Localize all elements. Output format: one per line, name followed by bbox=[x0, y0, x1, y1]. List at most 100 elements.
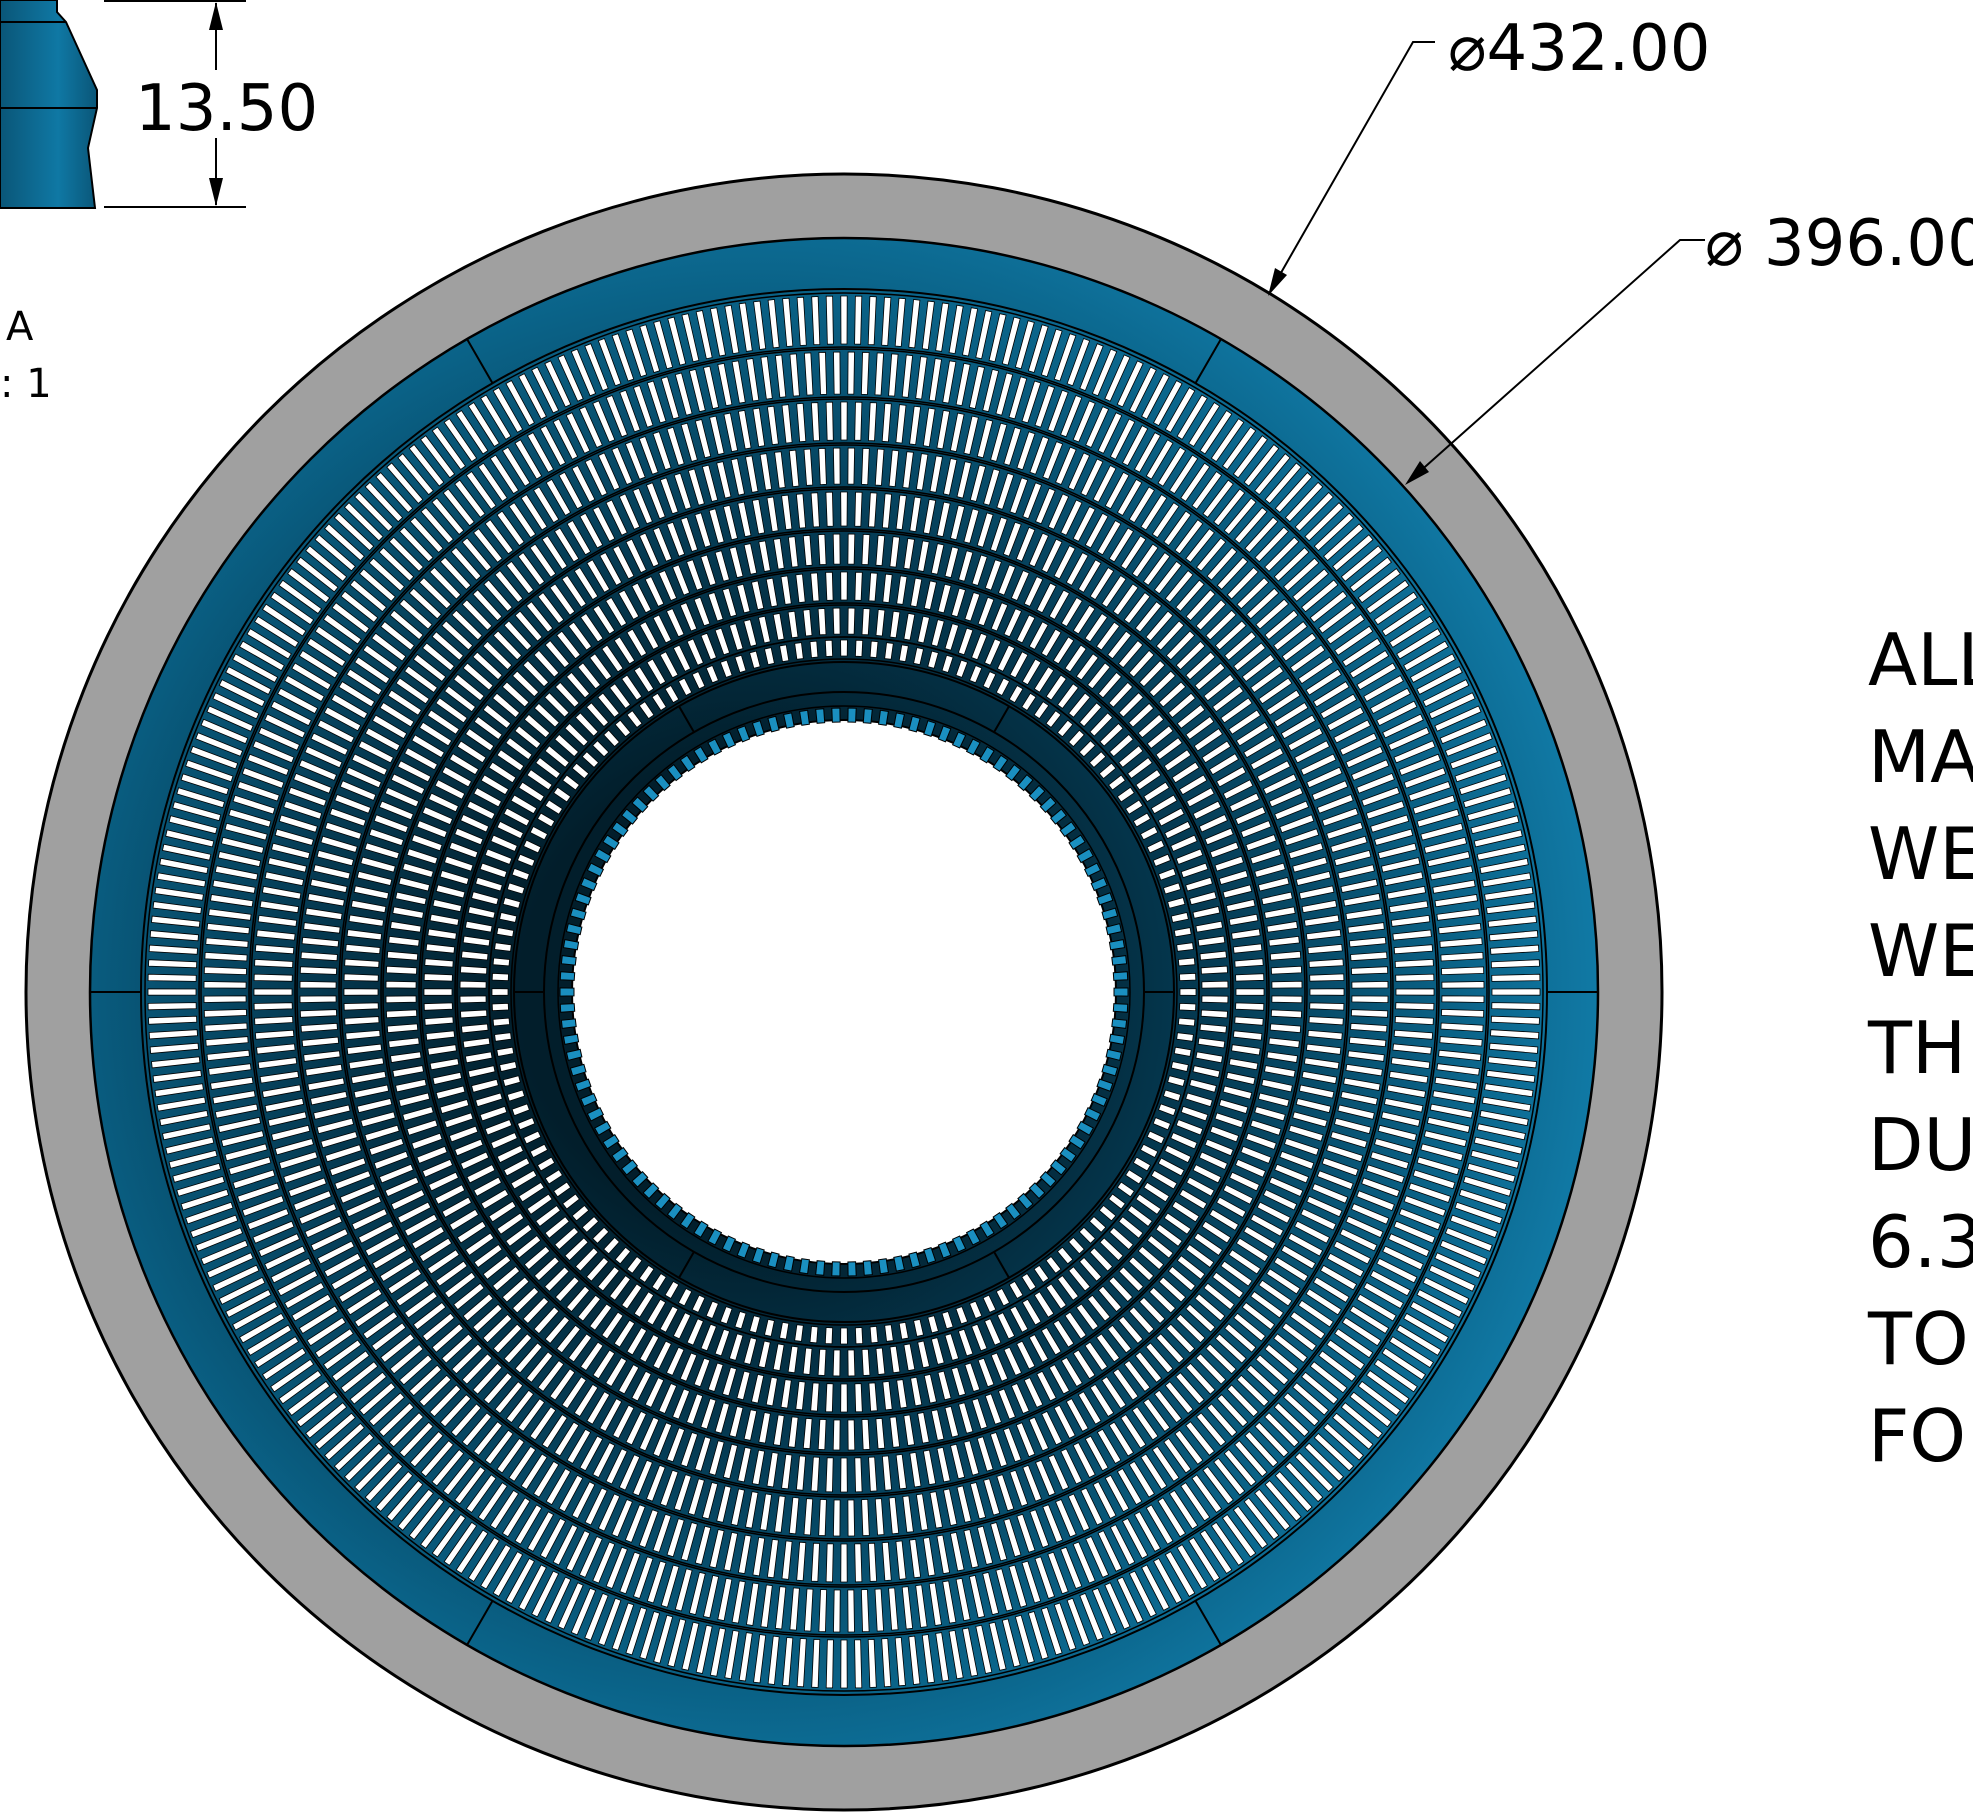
slot bbox=[884, 1324, 894, 1342]
slot bbox=[1189, 1078, 1217, 1093]
slot bbox=[556, 1324, 581, 1354]
slot bbox=[818, 1589, 828, 1633]
slot bbox=[256, 929, 296, 941]
slot bbox=[1117, 1315, 1144, 1344]
slot bbox=[1085, 406, 1110, 449]
slot bbox=[455, 409, 489, 455]
slot bbox=[874, 1588, 885, 1632]
slot bbox=[1164, 1381, 1194, 1414]
slot bbox=[496, 820, 524, 840]
slot bbox=[760, 356, 773, 400]
slot bbox=[477, 1482, 508, 1522]
slot bbox=[1245, 834, 1277, 852]
slot bbox=[646, 1560, 667, 1604]
slot bbox=[1264, 609, 1299, 641]
slot bbox=[1028, 1416, 1050, 1452]
bore-tooth bbox=[569, 1063, 587, 1077]
slot bbox=[520, 494, 548, 531]
note-line: FO bbox=[1868, 1394, 1967, 1478]
slot bbox=[432, 1071, 463, 1085]
slot bbox=[501, 446, 531, 487]
slot bbox=[1348, 1036, 1387, 1048]
slot bbox=[152, 901, 202, 915]
slot bbox=[1128, 1570, 1157, 1618]
slot bbox=[825, 1543, 834, 1583]
slot bbox=[1363, 674, 1404, 703]
slot bbox=[847, 351, 855, 395]
bore-tooth bbox=[565, 923, 583, 936]
slot bbox=[795, 493, 807, 529]
slot bbox=[614, 1246, 632, 1265]
slot bbox=[1333, 719, 1372, 744]
slot bbox=[539, 425, 567, 467]
slot bbox=[765, 577, 778, 608]
slot bbox=[482, 1255, 512, 1280]
slot bbox=[345, 1029, 381, 1041]
slot bbox=[789, 353, 800, 397]
slot bbox=[1297, 656, 1334, 685]
slot bbox=[549, 583, 576, 616]
slot bbox=[585, 1256, 610, 1282]
ring-slots-and-bands bbox=[90, 288, 1598, 1696]
slot bbox=[1262, 1189, 1298, 1211]
slot bbox=[1289, 1311, 1326, 1340]
slot bbox=[1176, 1544, 1208, 1590]
slot bbox=[1195, 920, 1224, 933]
slot bbox=[1357, 1380, 1401, 1416]
slot bbox=[766, 496, 779, 533]
slot bbox=[459, 980, 487, 989]
slot bbox=[1441, 981, 1485, 989]
slot bbox=[666, 1427, 686, 1463]
slot bbox=[353, 1084, 390, 1099]
slot bbox=[1047, 389, 1069, 433]
slot bbox=[889, 536, 901, 568]
slot bbox=[923, 580, 937, 611]
slot bbox=[868, 1456, 878, 1492]
slot bbox=[1287, 1232, 1324, 1257]
slot bbox=[1466, 1162, 1516, 1183]
slot bbox=[264, 1097, 305, 1113]
bore-tooth bbox=[937, 725, 952, 743]
slot bbox=[818, 1498, 827, 1537]
slot bbox=[895, 1453, 907, 1490]
slot bbox=[930, 1409, 945, 1441]
slot-band-outer-edge bbox=[456, 604, 1232, 1380]
slot bbox=[1298, 1084, 1335, 1099]
bore-tooth bbox=[751, 1246, 765, 1264]
slot bbox=[412, 653, 447, 683]
slot bbox=[386, 1480, 424, 1522]
note-line: MA bbox=[1868, 715, 1973, 799]
slot bbox=[1145, 439, 1174, 480]
slot bbox=[901, 1586, 914, 1630]
slot bbox=[1395, 988, 1435, 996]
slot bbox=[1033, 701, 1050, 720]
slot bbox=[1268, 1176, 1304, 1198]
slot bbox=[270, 700, 312, 727]
slot bbox=[385, 980, 417, 989]
slot bbox=[565, 1285, 591, 1313]
slot bbox=[638, 435, 659, 475]
slot bbox=[1152, 853, 1172, 867]
slot bbox=[518, 1564, 547, 1611]
slot bbox=[817, 608, 827, 636]
slot bbox=[1254, 1106, 1286, 1122]
slot bbox=[1201, 995, 1229, 1004]
bore-tooth bbox=[1113, 987, 1129, 997]
bore-tooth bbox=[1017, 773, 1034, 792]
slot bbox=[832, 1419, 841, 1451]
slot bbox=[364, 727, 401, 752]
slot bbox=[1373, 591, 1418, 626]
bore-tooth bbox=[1111, 955, 1128, 966]
slot bbox=[736, 1370, 751, 1401]
slot bbox=[957, 1328, 974, 1357]
bore-tooth bbox=[878, 1258, 889, 1275]
slot bbox=[364, 1124, 400, 1142]
slot bbox=[1311, 1183, 1349, 1204]
slot bbox=[443, 855, 474, 872]
slot bbox=[1332, 534, 1374, 572]
slot bbox=[1068, 1236, 1085, 1255]
slot bbox=[1393, 740, 1436, 764]
slot bbox=[482, 640, 513, 671]
slot bbox=[1145, 1504, 1174, 1545]
slot bbox=[362, 1311, 399, 1340]
